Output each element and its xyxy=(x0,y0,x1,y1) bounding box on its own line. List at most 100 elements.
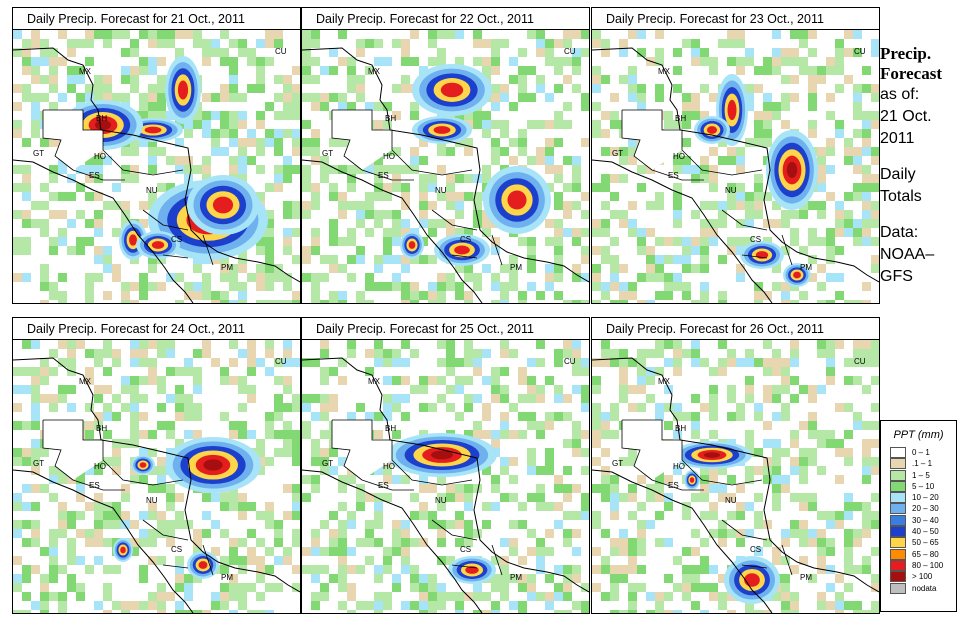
precip-cell xyxy=(419,183,428,192)
precip-cell xyxy=(338,192,347,201)
precip-cell xyxy=(94,93,103,102)
precip-cell xyxy=(518,129,527,138)
precip-cell xyxy=(410,583,419,592)
precip-cell xyxy=(302,183,311,192)
precip-cell xyxy=(871,520,879,529)
precip-cell xyxy=(673,610,682,613)
precip-cell xyxy=(781,376,790,385)
precip-cell xyxy=(853,93,862,102)
precip-cell xyxy=(256,466,265,475)
precip-cell xyxy=(419,201,428,210)
precip-cell xyxy=(871,183,879,192)
precip-cell xyxy=(563,412,572,421)
country-label: BH xyxy=(96,424,107,433)
precip-cell xyxy=(401,75,410,84)
country-borders xyxy=(331,419,503,576)
precip-cell xyxy=(121,66,130,75)
precip-cell xyxy=(862,385,871,394)
precip-cell xyxy=(563,30,572,39)
precip-cell xyxy=(619,493,628,502)
precip-cell xyxy=(103,255,112,264)
precip-cell xyxy=(401,475,410,484)
precip-cell xyxy=(772,556,781,565)
precip-cell xyxy=(419,138,428,147)
precip-grid xyxy=(592,340,879,613)
precip-cell xyxy=(853,228,862,237)
precip-cell xyxy=(338,376,347,385)
precip-cell xyxy=(374,192,383,201)
precip-cell xyxy=(655,475,664,484)
precip-cell xyxy=(229,165,238,174)
precip-cell xyxy=(664,358,673,367)
precip-cell xyxy=(356,300,365,303)
precip-cell xyxy=(437,556,446,565)
precip-cell xyxy=(419,156,428,165)
precip-cell xyxy=(637,349,646,358)
precip-cell xyxy=(67,174,76,183)
precip-cell xyxy=(31,565,40,574)
precip-cell xyxy=(40,547,49,556)
precip-cell xyxy=(637,529,646,538)
precip-cell xyxy=(356,484,365,493)
precip-cell xyxy=(112,201,121,210)
precip-cell xyxy=(446,147,455,156)
precip-cell xyxy=(274,174,283,183)
precip-cell xyxy=(772,264,781,273)
precip-cell xyxy=(500,583,509,592)
precip-cell xyxy=(700,484,709,493)
precip-cell xyxy=(826,300,835,303)
precip-cell xyxy=(220,583,229,592)
precip-cell xyxy=(302,57,311,66)
country-label: CU xyxy=(564,357,576,366)
precip-cell xyxy=(491,237,500,246)
precip-cell xyxy=(664,255,673,264)
precip-cell xyxy=(22,165,31,174)
precip-cell xyxy=(646,273,655,282)
precip-cell xyxy=(347,273,356,282)
precip-cell xyxy=(139,376,148,385)
precip-cell xyxy=(374,430,383,439)
rain-core xyxy=(431,450,453,460)
precip-cell xyxy=(862,511,871,520)
precip-cell xyxy=(112,30,121,39)
precip-cell xyxy=(220,84,229,93)
country-label: GT xyxy=(322,149,333,158)
precip-cell xyxy=(22,502,31,511)
precip-cell xyxy=(563,484,572,493)
precip-cell xyxy=(646,484,655,493)
precip-cell xyxy=(437,520,446,529)
precip-cell xyxy=(31,66,40,75)
precip-cell xyxy=(572,174,581,183)
precip-cell xyxy=(139,30,148,39)
precip-cell xyxy=(817,201,826,210)
precip-cell xyxy=(790,457,799,466)
precip-cell xyxy=(437,48,446,57)
precip-cell xyxy=(844,192,853,201)
precip-cell xyxy=(67,192,76,201)
precip-cell xyxy=(49,466,58,475)
precip-cell xyxy=(410,574,419,583)
precip-cell xyxy=(581,192,589,201)
precip-cell xyxy=(691,174,700,183)
precip-cell xyxy=(491,282,500,291)
precip-cell xyxy=(464,376,473,385)
precip-cell xyxy=(808,93,817,102)
precip-cell xyxy=(727,475,736,484)
precip-cell xyxy=(175,565,184,574)
precip-cell xyxy=(94,246,103,255)
precip-cell xyxy=(157,75,166,84)
precip-cell xyxy=(265,57,274,66)
precip-cell xyxy=(592,439,601,448)
precip-cell xyxy=(401,228,410,237)
precip-cell xyxy=(691,340,700,349)
precip-cell xyxy=(40,228,49,237)
precip-cell xyxy=(166,493,175,502)
precip-cell xyxy=(410,511,419,520)
precip-cell xyxy=(718,493,727,502)
precip-cell xyxy=(103,246,112,255)
precip-cell xyxy=(40,57,49,66)
precip-cell xyxy=(428,511,437,520)
precip-cell xyxy=(383,192,392,201)
precip-cell xyxy=(745,84,754,93)
precip-cell xyxy=(446,192,455,201)
